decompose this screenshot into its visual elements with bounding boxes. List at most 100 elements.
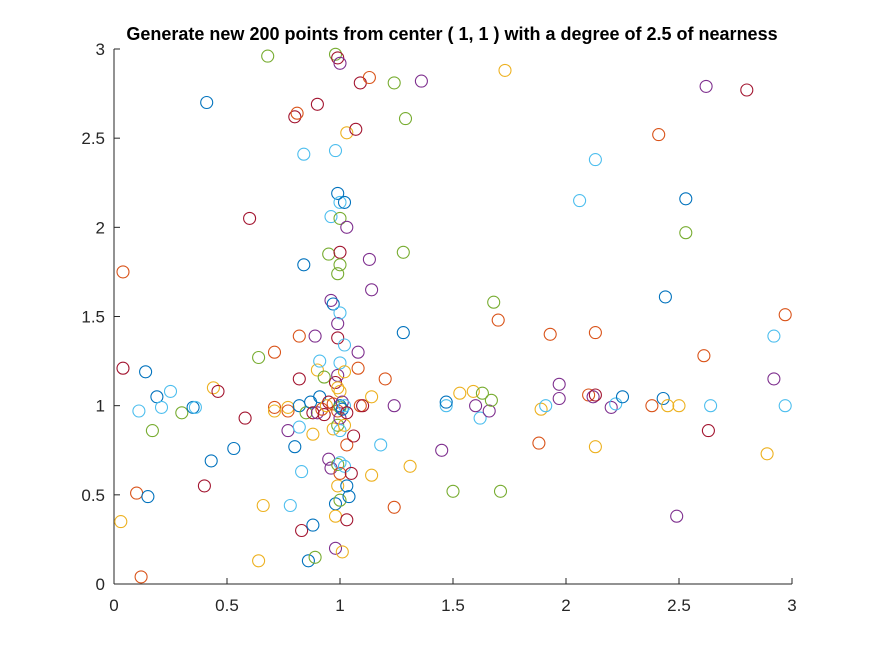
data-point bbox=[588, 326, 602, 340]
data-point bbox=[491, 313, 505, 327]
data-point bbox=[333, 195, 347, 209]
data-point bbox=[552, 377, 566, 391]
data-point bbox=[340, 513, 354, 527]
data-point bbox=[374, 438, 388, 452]
data-point bbox=[656, 391, 670, 406]
y-tick-label: 2 bbox=[96, 218, 105, 237]
data-point bbox=[588, 388, 602, 402]
data-point bbox=[396, 326, 410, 340]
data-point bbox=[344, 466, 358, 480]
data-point bbox=[351, 361, 365, 375]
data-point bbox=[310, 97, 324, 111]
data-point bbox=[197, 479, 211, 493]
data-point bbox=[778, 399, 792, 413]
data-point bbox=[704, 399, 718, 413]
data-point bbox=[337, 418, 352, 432]
data-point bbox=[539, 399, 553, 413]
data-point bbox=[351, 345, 365, 359]
data-point bbox=[679, 226, 693, 240]
data-point bbox=[347, 429, 361, 443]
y-tick-label: 1.5 bbox=[81, 308, 105, 327]
data-point bbox=[333, 456, 347, 470]
data-point bbox=[340, 406, 354, 420]
y-ticks: 0 0.5 1 1.5 2 2.5 3 bbox=[81, 40, 120, 594]
data-point bbox=[534, 402, 548, 416]
data-point bbox=[331, 186, 345, 200]
data-point bbox=[396, 245, 410, 259]
data-point bbox=[337, 195, 352, 209]
data-point bbox=[473, 411, 487, 425]
data-point bbox=[288, 110, 302, 124]
data-point bbox=[778, 308, 792, 322]
data-point bbox=[281, 404, 295, 418]
data-point bbox=[324, 210, 338, 224]
data-point bbox=[292, 372, 306, 386]
data-point bbox=[132, 404, 146, 418]
data-point bbox=[188, 400, 202, 414]
data-point bbox=[387, 399, 401, 413]
data-point bbox=[324, 293, 338, 307]
data-point bbox=[134, 570, 148, 584]
data-point bbox=[588, 153, 602, 167]
x-tick-label: 2.5 bbox=[667, 596, 691, 615]
data-point bbox=[356, 399, 370, 413]
data-point bbox=[378, 372, 392, 386]
data-point bbox=[487, 295, 501, 309]
y-tick-label: 2.5 bbox=[81, 129, 105, 148]
data-point bbox=[333, 384, 347, 398]
data-point bbox=[331, 381, 345, 395]
data-point bbox=[243, 211, 257, 225]
data-point bbox=[200, 95, 214, 110]
y-tick-label: 0.5 bbox=[81, 486, 105, 505]
data-point bbox=[588, 440, 602, 454]
chart-title: Generate new 200 points from center ( 1,… bbox=[126, 24, 777, 44]
data-point bbox=[446, 484, 460, 498]
data-point bbox=[435, 443, 449, 457]
data-points bbox=[114, 47, 792, 584]
y-tick-label: 1 bbox=[96, 397, 105, 416]
data-point bbox=[439, 399, 453, 413]
data-point bbox=[679, 192, 693, 206]
data-point bbox=[362, 252, 376, 266]
data-point bbox=[238, 411, 252, 425]
data-point bbox=[349, 122, 363, 136]
data-point bbox=[658, 290, 672, 304]
data-point bbox=[543, 327, 557, 341]
data-point bbox=[328, 541, 343, 555]
data-point bbox=[337, 365, 352, 379]
data-point bbox=[498, 63, 512, 77]
data-point bbox=[252, 350, 266, 365]
data-point bbox=[672, 399, 686, 413]
data-point bbox=[333, 493, 347, 507]
data-point bbox=[453, 386, 467, 400]
data-point bbox=[267, 400, 282, 414]
data-point bbox=[337, 338, 352, 352]
data-point bbox=[317, 370, 331, 384]
data-point bbox=[116, 265, 130, 279]
data-point bbox=[701, 424, 715, 438]
data-point bbox=[335, 402, 349, 416]
data-point bbox=[387, 500, 401, 514]
data-point bbox=[469, 399, 483, 413]
data-point bbox=[387, 76, 401, 90]
data-point bbox=[252, 554, 266, 568]
data-point bbox=[645, 399, 659, 413]
data-point bbox=[295, 523, 309, 538]
data-point bbox=[301, 554, 315, 568]
data-point bbox=[552, 391, 566, 406]
data-point bbox=[256, 498, 270, 513]
data-point bbox=[337, 399, 352, 413]
data-point bbox=[328, 144, 343, 158]
data-point bbox=[365, 283, 379, 297]
x-tick-label: 1.5 bbox=[441, 596, 465, 615]
data-point bbox=[573, 194, 587, 208]
data-point bbox=[114, 515, 128, 529]
data-point bbox=[333, 211, 347, 225]
data-point bbox=[288, 440, 302, 454]
x-tick-label: 3 bbox=[787, 596, 796, 615]
data-point bbox=[139, 365, 153, 379]
data-point bbox=[295, 465, 309, 479]
data-point bbox=[398, 112, 413, 126]
